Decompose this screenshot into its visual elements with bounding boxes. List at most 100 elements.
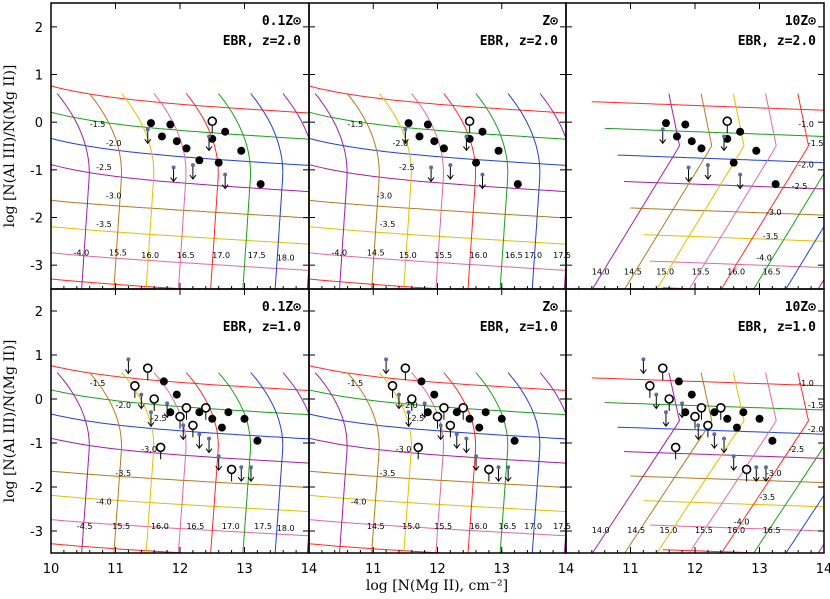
data-point — [497, 414, 506, 423]
panel-2: -1.5 -2.0 -2.5 -3.0 -3.5 -4.0 14.5 15.0 15.5 16.0… — [308, 2, 571, 290]
upper-limit-arrowhead — [144, 139, 152, 145]
upper-limit-arrowhead — [694, 435, 702, 441]
model-curve — [688, 93, 777, 289]
model-curve — [309, 111, 566, 140]
data-point-open — [670, 442, 681, 453]
model-curve — [379, 93, 412, 289]
curve-label: 16.0 — [727, 268, 745, 277]
model-curve — [624, 372, 713, 553]
model-curve — [643, 234, 824, 242]
upper-limit-arrowhead — [382, 369, 390, 375]
upper-limit-arrowhead — [395, 404, 403, 410]
curve-label: 16.0 — [141, 251, 159, 260]
model-curve — [153, 372, 187, 553]
model-curve — [51, 413, 309, 440]
model-curve — [315, 94, 347, 289]
upper-limit-arrowhead — [453, 443, 461, 450]
upper-limit-arrowhead — [189, 174, 197, 180]
upper-limit-arrowhead — [421, 413, 429, 419]
data-point — [686, 165, 691, 170]
data-point — [464, 436, 469, 441]
data-point-open — [149, 394, 159, 404]
data-point — [223, 172, 228, 177]
data-point — [207, 134, 212, 139]
data-point — [513, 180, 522, 189]
upper-limit-arrowhead — [479, 184, 486, 190]
model-curve — [539, 372, 566, 553]
curve-label: -4.0 — [734, 517, 750, 526]
data-point — [415, 132, 424, 141]
data-point — [171, 165, 176, 170]
model-curve — [475, 93, 509, 289]
data-point — [697, 144, 706, 153]
data-point — [166, 408, 175, 417]
upper-limit-arrowhead — [215, 465, 223, 472]
curve-label: -3.5 — [96, 220, 112, 229]
y-tick-label: -3 — [30, 525, 43, 540]
panel-spectrum: EBR, z=1.0 — [480, 320, 558, 335]
model-curve — [89, 372, 123, 553]
data-point — [681, 120, 690, 129]
data-point — [448, 163, 453, 168]
model-curve — [617, 426, 824, 435]
data-point-open — [188, 420, 198, 431]
curve-label: 17.5 — [248, 251, 266, 260]
model-grid — [591, 93, 824, 289]
curve-label: -3.0 — [141, 445, 157, 454]
data-point — [248, 465, 253, 470]
curve-label: 18.0 — [277, 253, 295, 262]
upper-limit-arrowhead — [762, 476, 770, 483]
data-point — [253, 436, 262, 445]
data-point — [146, 119, 155, 128]
data-point — [165, 401, 170, 406]
data-point — [687, 390, 696, 399]
data-point — [661, 119, 670, 128]
data-point — [674, 377, 683, 386]
model-curve — [51, 85, 309, 114]
x-tick-label: 12 — [429, 562, 446, 577]
data-point — [438, 423, 443, 428]
data-point-open — [226, 464, 237, 475]
data-point — [729, 158, 738, 167]
data-point-open — [413, 442, 424, 453]
model-curve — [617, 154, 824, 164]
panel-metallicity: 10Z⊙ — [785, 300, 816, 315]
upper-limit-arrowhead — [247, 476, 255, 483]
curve-label: -2.5 — [409, 414, 425, 423]
y-tick-label: -1 — [30, 437, 43, 452]
upper-limit-arrowhead — [678, 413, 686, 419]
data-point — [755, 414, 764, 423]
data-point — [197, 432, 202, 437]
model-curve — [649, 524, 824, 532]
curve-label: -1.5 — [808, 139, 824, 148]
curve-label: 17.0 — [524, 522, 542, 531]
y-tick-label: 2 — [35, 21, 43, 36]
data-point — [384, 357, 389, 362]
data-point — [452, 408, 461, 417]
upper-limit-arrowhead — [495, 476, 502, 483]
upper-limit-arrowhead — [401, 139, 409, 145]
model-curve — [309, 137, 566, 166]
panel-spectrum: EBR, z=1.0 — [223, 320, 301, 335]
curve-label: -4.0 — [331, 249, 347, 258]
data-point — [240, 414, 249, 423]
model-curve — [309, 199, 566, 219]
model-curve — [309, 389, 566, 416]
model-curve — [314, 372, 348, 553]
panel-5: -1.5 -2.0 -2.5 -3.0 -3.5 -4.0 14.5 15.0 15.5 16.0… — [308, 288, 571, 554]
curve-label: 17.0 — [524, 251, 542, 260]
model-curve — [309, 470, 566, 488]
x-tick-label: 13 — [236, 562, 253, 577]
data-point — [454, 432, 459, 437]
curve-label: -3.0 — [766, 208, 782, 217]
curve-label: 14.5 — [624, 268, 642, 277]
data-point — [406, 410, 411, 415]
model-grid — [51, 365, 309, 553]
data-point-open — [445, 420, 456, 431]
data-point — [752, 146, 761, 155]
data-point — [723, 414, 732, 423]
curve-label: 15.5 — [109, 249, 127, 258]
data-point — [722, 134, 727, 139]
data-point — [732, 423, 741, 432]
data-point-open — [657, 363, 668, 374]
